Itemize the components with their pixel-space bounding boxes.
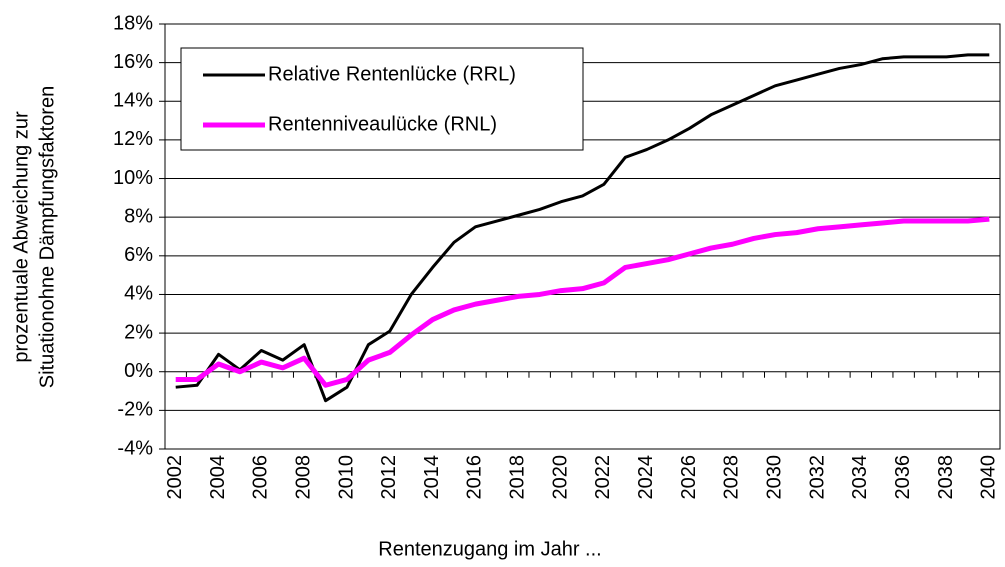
x-tick-label: 2016 [464,455,486,500]
y-tick-label: -2% [117,399,153,421]
y-tick-label: 6% [124,244,153,266]
y-tick-label: 4% [124,283,153,305]
x-tick-label: 2032 [806,455,828,500]
x-tick-label: 2014 [421,455,443,500]
x-tick-label: 2012 [378,455,400,500]
x-tick-label: 2018 [507,455,529,500]
plot-border [164,23,1001,450]
x-tick-label: 2036 [892,455,914,500]
x-tick-label: 2008 [292,455,314,500]
y-axis-label: prozentuale Abweichung zur [10,111,32,363]
x-tick-label: 2020 [549,455,571,500]
x-tick-label: 2038 [935,455,957,500]
x-tick-label: 2004 [207,455,229,500]
x-tick-label: 2040 [978,455,1000,500]
x-tick-label: 2026 [678,455,700,500]
y-tick-label: -4% [117,437,153,459]
x-tick-label: 2028 [721,455,743,500]
y-tick-label: 2% [124,321,153,343]
y-tick-label: 12% [113,128,153,150]
x-tick-label: 2034 [849,455,871,500]
x-tick-label: 2030 [763,455,785,500]
x-tick-label: 2002 [164,455,186,500]
y-tick-label: 16% [113,51,153,73]
x-axis-label: Rentenzugang im Jahr ... [378,538,601,560]
x-tick-label: 2024 [635,455,657,500]
y-axis-label: Situationohne Dämpfungsfaktoren [36,86,58,388]
y-tick-label: 0% [124,360,153,382]
y-tick-label: 14% [113,90,153,112]
y-tick-label: 10% [113,167,153,189]
legend-label: Relative Rentenlücke (RRL) [268,63,516,85]
x-tick-label: 2010 [335,455,357,500]
y-tick-label: 8% [124,205,153,227]
x-tick-label: 2006 [250,455,272,500]
y-tick-label: 18% [113,12,153,34]
legend-box [180,47,584,151]
x-tick-label: 2022 [592,455,614,500]
legend-label: Rentenniveaulücke (RNL) [268,113,497,135]
line-series [175,216,990,388]
